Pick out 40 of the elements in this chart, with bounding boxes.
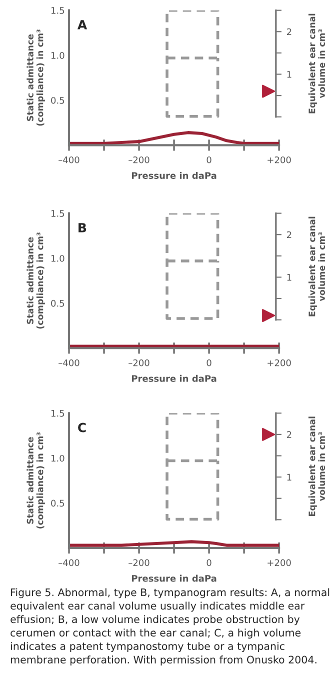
text: C: [78, 422, 86, 432]
x-tick-label: –400: [58, 359, 80, 366]
y2-tick-label: 2: [286, 231, 292, 238]
x-tick-label: –200: [128, 359, 150, 366]
x-tick-label: 0: [206, 359, 212, 366]
y2-axis-title: Equivalent ear canal volume in cm³: [308, 14, 326, 114]
y-axis-title: Static admittance (compliance) in cm³: [26, 30, 45, 126]
y-tick-label: 1.0: [51, 454, 64, 462]
y-tick-label: 1.5: [51, 7, 64, 14]
x-axis-title: Pressure in daPa: [132, 374, 216, 382]
x-tick-label: –200: [128, 559, 150, 566]
y-tick-label: 1.5: [51, 210, 64, 217]
x-tick-label: 0: [206, 559, 212, 566]
x-tick-label: –200: [128, 156, 150, 164]
y-tick-label: 1.0: [51, 52, 64, 59]
y-axis-title: Static admittance (compliance) in cm³: [26, 232, 45, 329]
y-tick-label: 1.0: [51, 254, 64, 262]
x-tick-label: +200: [268, 559, 291, 566]
x-tick-label: 0: [206, 156, 212, 164]
y-tick-label: 0.5: [51, 500, 64, 507]
x-tick-label: +200: [268, 359, 291, 366]
y-tick-label: 0.5: [51, 300, 64, 307]
x-axis-title: Pressure in daPa: [132, 574, 216, 582]
y2-tick-label: 1: [287, 474, 292, 480]
y2-axis-title: Equivalent ear canal volume in cm³: [308, 416, 326, 516]
y-axis-title: Static admittance (compliance) in cm³: [26, 432, 45, 528]
y-tick-label: 1.5: [51, 410, 64, 417]
x-tick-label: –400: [58, 559, 80, 566]
y2-tick-label: 1: [287, 71, 292, 78]
x-tick-label: –400: [58, 156, 80, 164]
text: A: [77, 20, 88, 30]
y2-tick-label: 2: [286, 28, 292, 36]
y2-tick-label: 1: [287, 274, 292, 281]
x-tick-label: +200: [268, 156, 291, 164]
text: B: [78, 223, 86, 232]
y2-tick-label: 2: [286, 431, 292, 438]
y-tick-label: 0.5: [51, 96, 64, 104]
y2-axis-title: Equivalent ear canal volume in cm³: [308, 216, 326, 316]
x-axis-title: Pressure in daPa: [132, 172, 216, 179]
caption: Figure 5. Abnormal, type B, tympanogram results: A, a normal equivalent ear canal volume usually indicates middle ear effusion; B, a low volume indicates probe obstruction by cerumen or contact with the ear canal; C, a high volume indicates a patent tympanostomy tube or a tympanic membrane perforation. With permission from Onusko 2004.: [10, 588, 330, 666]
